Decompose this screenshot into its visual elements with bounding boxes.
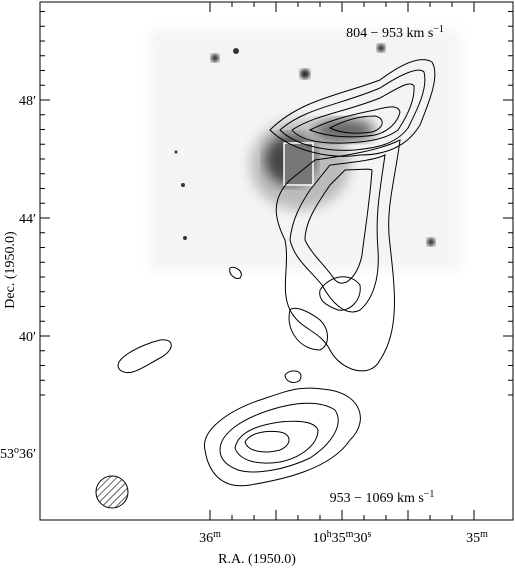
velocity-label: 953 − 1069 km s−1 bbox=[330, 489, 435, 507]
y-tick-label: 53o36′ bbox=[0, 445, 36, 463]
y-axis-label: Dec. (1950.0) bbox=[3, 231, 18, 309]
inset-box bbox=[283, 142, 314, 186]
velocity-label: 804 − 953 km s−1 bbox=[346, 24, 444, 42]
text-part: 30 bbox=[353, 531, 367, 546]
y-tick-label: 40′ bbox=[19, 330, 36, 345]
text-part: 804 − 953 km s bbox=[346, 26, 433, 41]
superscript: m bbox=[213, 529, 221, 540]
text-part: 35 bbox=[466, 531, 480, 546]
text-part: 40′ bbox=[19, 330, 36, 345]
superscript: m bbox=[346, 529, 354, 540]
x-tick-label: 36m bbox=[199, 529, 221, 547]
text-part: 48′ bbox=[19, 94, 36, 109]
beam bbox=[95, 475, 129, 509]
text-part: 10 bbox=[313, 531, 327, 546]
superscript: m bbox=[480, 529, 488, 540]
y-tick-label: 48′ bbox=[19, 94, 36, 109]
y-tick-label: 44′ bbox=[19, 212, 36, 227]
contours bbox=[117, 59, 436, 487]
x-tick-label: 35m bbox=[466, 529, 488, 547]
superscript: s bbox=[367, 529, 371, 540]
x-axis-label: R.A. (1950.0) bbox=[218, 552, 296, 567]
text-part: 36 bbox=[199, 531, 213, 546]
text-part: 36′ bbox=[19, 447, 36, 462]
superscript: −1 bbox=[433, 24, 444, 35]
text-part: 53 bbox=[0, 447, 14, 462]
text-part: 953 − 1069 km s bbox=[330, 491, 424, 506]
text-part: 35 bbox=[332, 531, 346, 546]
x-tick-label: 10h35m30s bbox=[313, 529, 372, 547]
superscript: h bbox=[327, 529, 332, 540]
superscript: −1 bbox=[424, 489, 435, 500]
optical-image bbox=[150, 30, 460, 270]
tick-marks bbox=[40, 2, 513, 520]
superscript: o bbox=[14, 445, 19, 456]
text-part: 44′ bbox=[19, 212, 36, 227]
